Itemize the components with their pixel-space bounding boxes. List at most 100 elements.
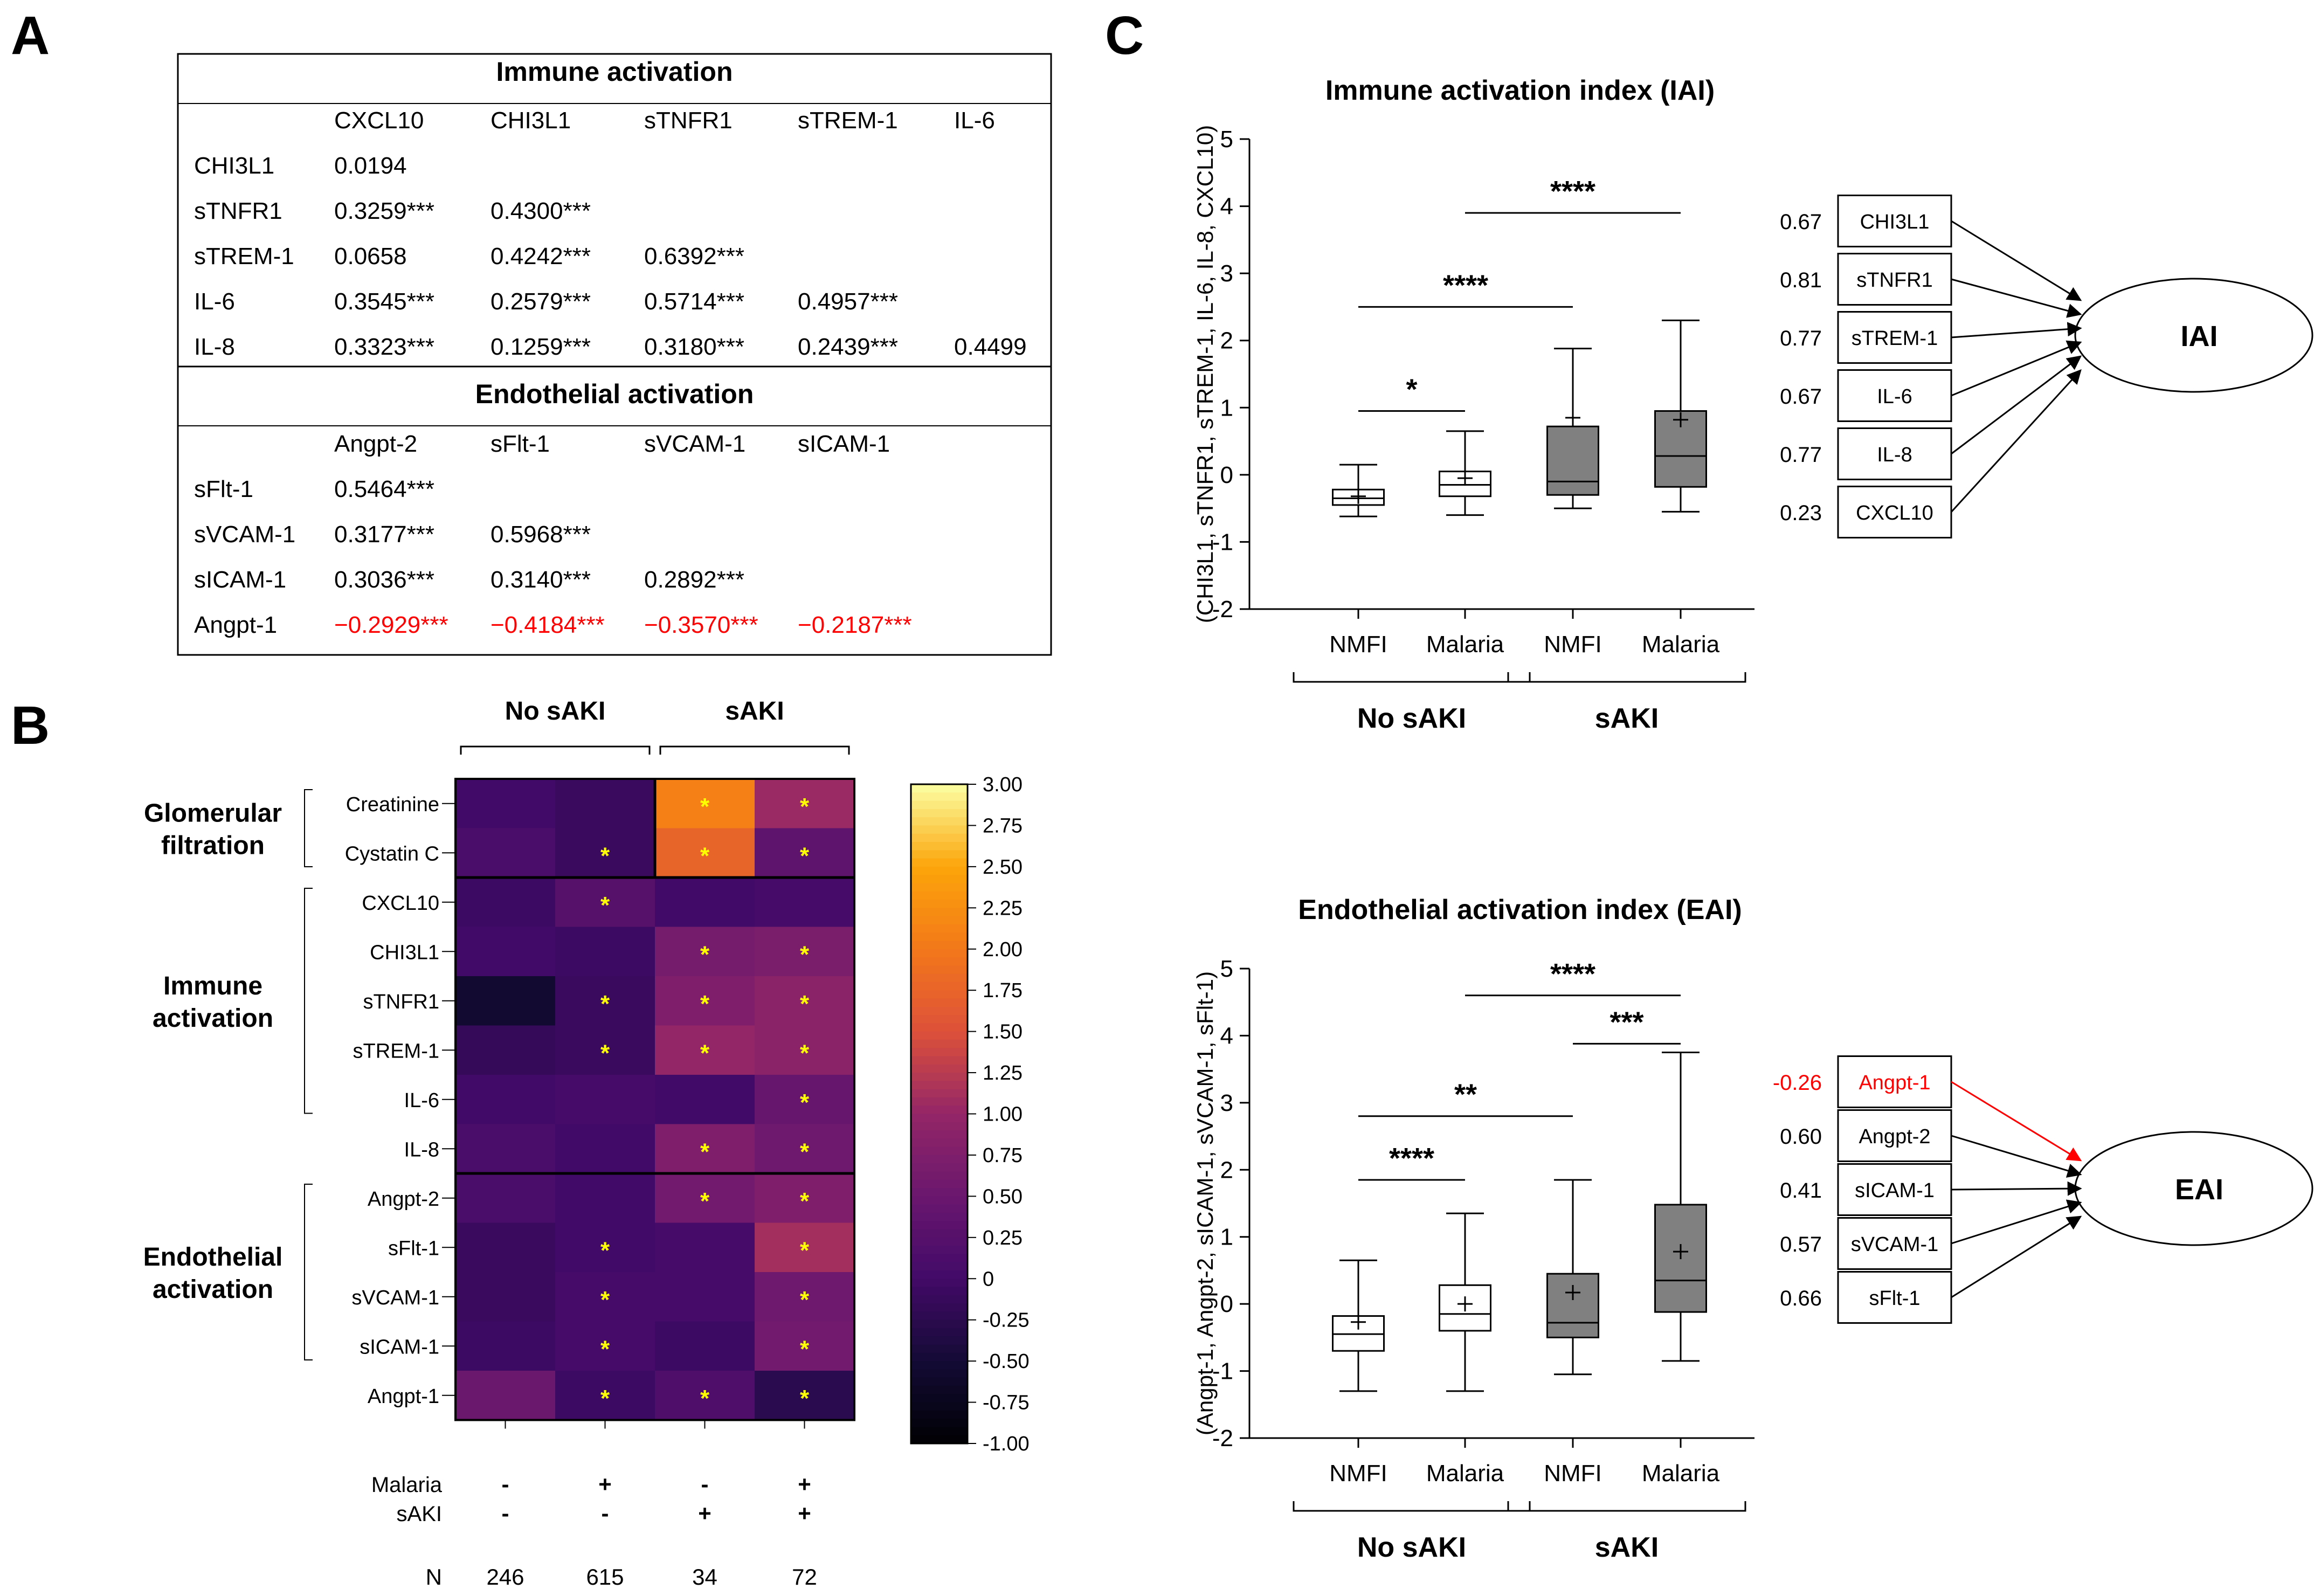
sample-size: 615 xyxy=(586,1564,624,1590)
group-label: sAKI xyxy=(1595,1532,1659,1563)
heatmap-cell xyxy=(455,1075,556,1124)
loading-value: 0.67 xyxy=(1780,385,1822,409)
loading-label: CXCL10 xyxy=(1856,502,1933,524)
colorbar-tick-label: 2.00 xyxy=(983,938,1023,961)
row-label: sTREM-1 xyxy=(353,1040,439,1062)
colorbar-segment xyxy=(911,809,968,818)
correlation-value: −0.2929*** xyxy=(334,612,448,638)
colorbar-segment xyxy=(911,1237,968,1247)
group-bracket xyxy=(1293,1501,1531,1512)
colorbar-segment xyxy=(911,1328,968,1337)
significance-star: * xyxy=(600,1040,610,1066)
column-group-label: No sAKI xyxy=(505,697,606,726)
colorbar-segment xyxy=(911,1295,968,1304)
panel-label-c: C xyxy=(1105,5,1144,66)
heatmap-cell xyxy=(555,1173,655,1223)
group-bracket xyxy=(304,888,313,1114)
row-label: sTNFR1 xyxy=(363,991,439,1013)
colorbar-segment xyxy=(911,1015,968,1024)
loading-label: IL-8 xyxy=(1877,444,1912,466)
y-tick-label: -2 xyxy=(1212,1425,1233,1452)
colorbar-segment xyxy=(911,800,968,810)
correlation-value: 0.3140*** xyxy=(491,566,591,593)
significance-star: * xyxy=(600,991,610,1017)
condition-label: Malaria xyxy=(371,1473,443,1497)
group-label: activation xyxy=(153,1004,273,1033)
significance-star: * xyxy=(600,1237,610,1263)
condition-sign: + xyxy=(798,1471,811,1497)
heatmap-cell xyxy=(455,927,556,977)
row-label: sVCAM-1 xyxy=(194,521,295,548)
y-tick-label: -1 xyxy=(1212,1358,1233,1385)
column-header: CXCL10 xyxy=(334,107,424,134)
significance-star: * xyxy=(700,1188,710,1214)
heatmap-cell xyxy=(755,1124,855,1174)
significance-star: * xyxy=(800,1287,810,1313)
colorbar-tick-label: 2.75 xyxy=(983,814,1023,837)
significance-star: * xyxy=(800,1089,810,1116)
heatmap-cell xyxy=(655,1222,755,1273)
colorbar-segment xyxy=(911,1394,968,1403)
iai-boxplot-panel: Immune activation index (IAI) -2 -1 0 1 2 3 4 5(… xyxy=(1192,75,2313,734)
loading-value: 0.23 xyxy=(1780,501,1822,525)
group-bracket xyxy=(460,745,651,755)
loading-arrow xyxy=(1951,322,2082,338)
colorbar-segment xyxy=(911,1146,968,1156)
significance-star: * xyxy=(800,1385,810,1412)
y-tick-label: 5 xyxy=(1220,956,1233,982)
colorbar-tick-label: 3.00 xyxy=(983,773,1023,796)
heatmap-cell xyxy=(655,1371,755,1420)
heatmap-cell xyxy=(455,828,556,878)
loading-value: -0.26 xyxy=(1773,1071,1822,1095)
y-axis-label: (CHI3L1, sTNFR1, sTREM-1, IL-6, IL-8, CX… xyxy=(1192,125,1218,623)
group-label: No sAKI xyxy=(1357,1532,1466,1563)
significance-star: * xyxy=(700,793,710,820)
colorbar-tick-label: 2.50 xyxy=(983,856,1023,879)
box xyxy=(1546,1273,1599,1338)
colorbar-segment xyxy=(911,1006,968,1016)
colorbar-segment xyxy=(911,1031,968,1040)
significance-label: **** xyxy=(1550,175,1595,208)
heatmap-cell xyxy=(655,779,755,828)
correlation-value: 0.3180*** xyxy=(644,334,744,360)
colorbar-segment xyxy=(911,866,968,876)
group-bracket xyxy=(1293,672,1531,683)
heatmap-cell xyxy=(655,1321,755,1371)
loading-box xyxy=(1837,427,1952,480)
significance-star: * xyxy=(700,941,710,968)
colorbar-segment xyxy=(911,1130,968,1139)
loading-label: Angpt-2 xyxy=(1859,1125,1930,1148)
heatmap-cell xyxy=(655,1075,755,1124)
row-label: sFlt-1 xyxy=(194,476,253,502)
correlation-value: 0.2439*** xyxy=(798,334,898,360)
loading-box xyxy=(1837,1271,1952,1324)
x-tick-label: NMFI xyxy=(1329,631,1387,658)
colorbar-segment xyxy=(911,1155,968,1164)
significance-label: **** xyxy=(1550,958,1595,990)
colorbar-segment xyxy=(911,1056,968,1065)
colorbar-segment xyxy=(911,916,968,925)
loading-arrow xyxy=(1951,1199,2082,1245)
y-tick-label: 1 xyxy=(1220,1224,1233,1250)
y-tick-label: -1 xyxy=(1212,529,1233,555)
colorbar-segment xyxy=(911,1262,968,1271)
heatmap-cell xyxy=(755,1371,855,1420)
heatmap-cell xyxy=(555,1321,655,1371)
colorbar-segment xyxy=(911,883,968,892)
column-header: Angpt-2 xyxy=(334,431,417,457)
colorbar-segment xyxy=(911,1336,968,1345)
colorbar-segment xyxy=(911,1204,968,1213)
colorbar-segment xyxy=(911,817,968,826)
row-label: Creatinine xyxy=(346,793,439,816)
correlation-value: 0.3259*** xyxy=(334,198,434,224)
correlation-value: 0.3323*** xyxy=(334,334,434,360)
loading-value: 0.81 xyxy=(1780,268,1822,292)
heatmap-cell xyxy=(555,1272,655,1322)
y-tick-label: 2 xyxy=(1220,1157,1233,1183)
heatmap-cell xyxy=(755,976,855,1026)
significance-star: * xyxy=(700,1040,710,1066)
n-label: N xyxy=(426,1564,442,1590)
group-bracket xyxy=(1507,1501,1746,1512)
significance-star: * xyxy=(800,1188,810,1214)
significance-label: **** xyxy=(1389,1142,1434,1174)
